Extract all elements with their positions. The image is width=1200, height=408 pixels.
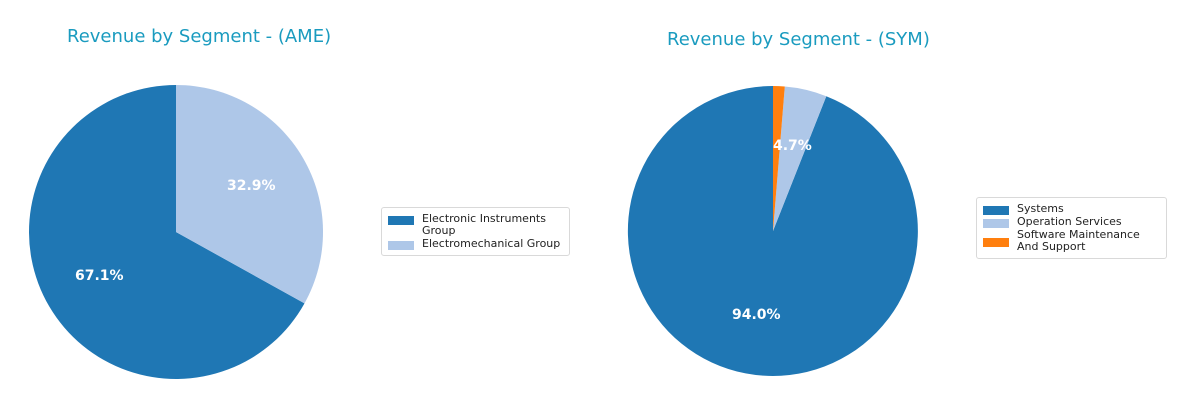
label-pct-systems: 94.0%	[732, 307, 781, 323]
swatch-icon	[983, 206, 1009, 215]
label-pct-electromechanical: 32.9%	[227, 178, 276, 194]
swatch-icon	[983, 219, 1009, 228]
pie-sym	[627, 85, 918, 376]
legend-ame: Electronic Instruments Group Electromech…	[381, 207, 570, 256]
legend-item-software: Software Maintenance And Support	[983, 229, 1160, 253]
legend-label: Electromechanical Group	[422, 237, 561, 250]
slice-software-maintenance	[773, 86, 785, 231]
slice-electronic-instruments	[29, 85, 305, 379]
legend-label: Operation Services	[1017, 215, 1122, 228]
swatch-icon	[388, 241, 414, 250]
legend-label: Electronic Instruments Group	[422, 212, 546, 237]
pie-ame	[29, 85, 324, 379]
legend-label: Software Maintenance And Support	[1017, 228, 1140, 253]
slice-electromechanical	[176, 85, 324, 304]
swatch-icon	[388, 216, 414, 225]
slice-operation-services	[773, 86, 827, 231]
label-pct-electronic: 67.1%	[75, 268, 124, 284]
chart-title-ame: Revenue by Segment - (AME)	[67, 26, 332, 47]
chart-title-sym: Revenue by Segment - (SYM)	[667, 29, 930, 50]
legend-item-electronic: Electronic Instruments Group	[388, 213, 563, 237]
legend-label: Systems	[1017, 202, 1064, 215]
label-pct-operation: 4.7%	[773, 138, 812, 154]
slice-systems	[627, 85, 918, 376]
legend-item-electromechanical: Electromechanical Group	[388, 238, 563, 250]
legend-item-operation: Operation Services	[983, 216, 1160, 228]
legend-item-systems: Systems	[983, 203, 1160, 215]
legend-sym: Systems Operation Services Software Main…	[976, 197, 1167, 259]
swatch-icon	[983, 238, 1009, 247]
